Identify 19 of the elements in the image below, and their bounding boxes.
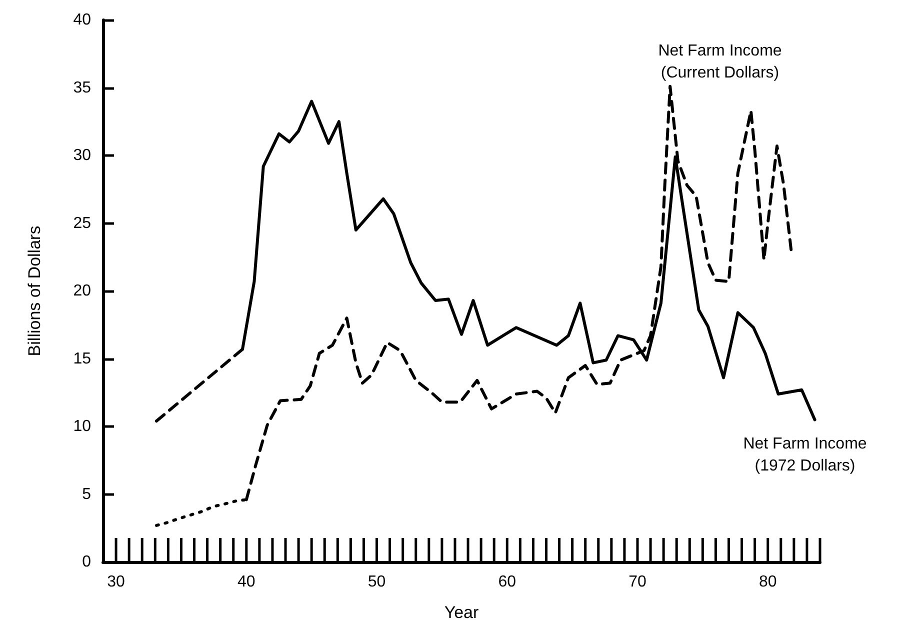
y-tick-label: 5: [82, 486, 92, 503]
y-tick-label: 30: [73, 147, 92, 164]
x-tick-label: 70: [628, 574, 646, 590]
annotation: Net Farm Income (1972 Dollars): [743, 436, 867, 474]
annotation: Net Farm Income (Current Dollars): [658, 42, 782, 82]
x-tick-label: 40: [238, 574, 256, 590]
y-tick-label: 20: [73, 282, 92, 300]
y-tick-label: 40: [73, 12, 92, 28]
x-tick-label: 50: [368, 574, 386, 590]
x-tick-label: 80: [758, 574, 777, 590]
y-tick-label: 25: [73, 214, 92, 232]
x-tick-label: 30: [107, 574, 126, 590]
y-tick-label: 10: [73, 418, 92, 435]
y-tick-label: 0: [82, 554, 92, 570]
y-tick-label: 35: [73, 79, 92, 96]
y-tick-label: 15: [73, 350, 92, 368]
x-tick-label: 60: [498, 574, 516, 590]
x-axis-title: Year: [444, 603, 480, 622]
y-axis-title: Billions of Dollars: [25, 226, 44, 356]
